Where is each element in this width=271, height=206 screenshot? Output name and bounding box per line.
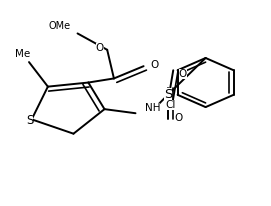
Text: NH: NH (145, 103, 160, 113)
Text: Me: Me (15, 49, 30, 59)
Text: S: S (164, 88, 172, 101)
Text: O: O (179, 69, 187, 79)
Text: O: O (175, 113, 183, 123)
Text: O: O (150, 60, 159, 70)
Text: Cl: Cl (166, 100, 176, 110)
Text: OMe: OMe (49, 21, 71, 31)
Text: S: S (26, 114, 33, 127)
Text: O: O (96, 43, 104, 53)
